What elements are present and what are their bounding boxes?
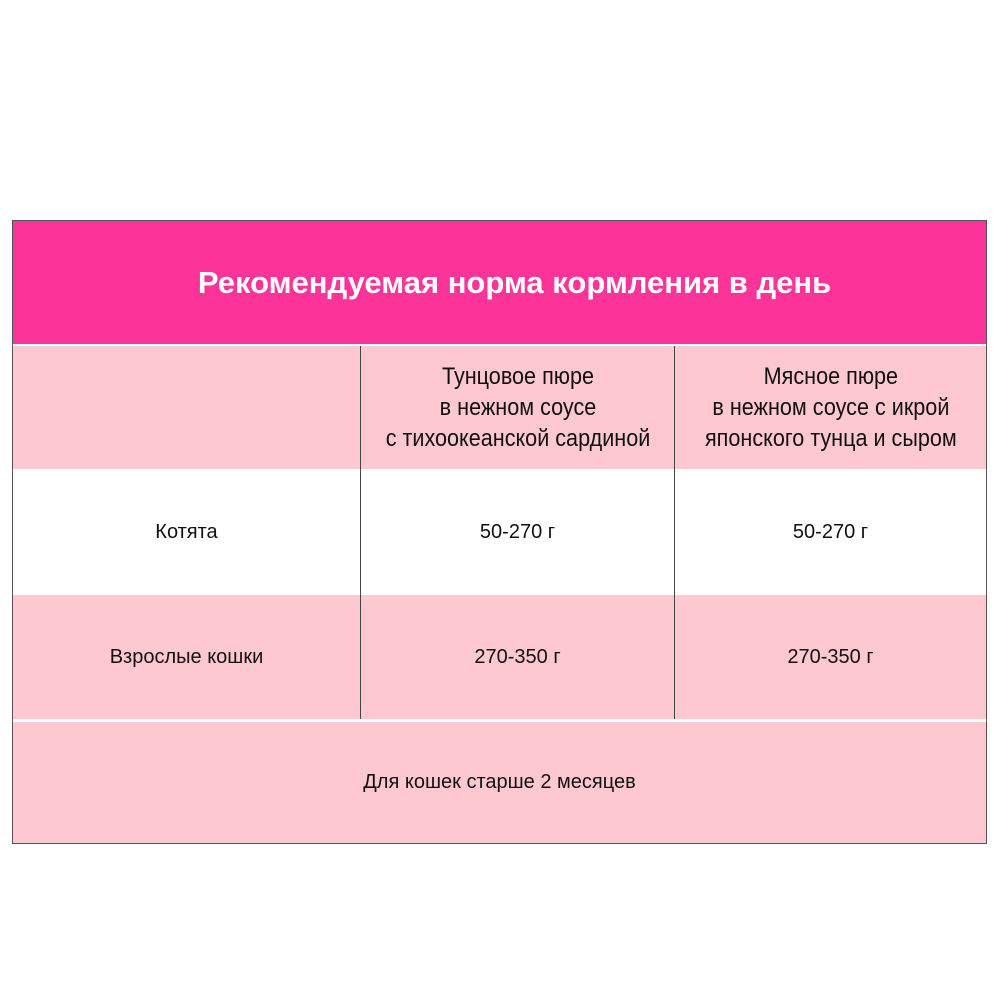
header-line: японского тунца и сыром — [704, 425, 957, 452]
header-empty-cell — [13, 346, 360, 469]
table-cell: 50-270 г — [674, 469, 986, 595]
header-meat-puree: Мясное пюре в нежном соусе с икрой японс… — [674, 346, 986, 469]
footer-note: Для кошек старше 2 месяцев — [13, 720, 986, 843]
table-cell: 270-350 г — [674, 595, 986, 719]
table-cell: 50-270 г — [360, 469, 674, 595]
header-line: Тунцовое пюре — [441, 363, 594, 390]
feeding-table: Рекомендуемая норма кормления в день Тун… — [12, 220, 987, 844]
header-line: Мясное пюре — [763, 363, 898, 390]
table-title: Рекомендуемая норма кормления в день — [13, 221, 986, 344]
header-line: с тихоокеанской сардиной — [385, 425, 650, 452]
row-label: Котята — [155, 520, 218, 543]
header-line: в нежном соусе с икрой — [711, 394, 950, 421]
header-tuna-puree: Тунцовое пюре в нежном соусе с тихоокеан… — [360, 346, 674, 469]
table-row: Взрослые кошки 270-350 г 270-350 г — [13, 595, 986, 719]
table-cell: 270-350 г — [360, 595, 674, 719]
header-row: Тунцовое пюре в нежном соусе с тихоокеан… — [13, 346, 986, 469]
table-row: Котята 50-270 г 50-270 г — [13, 469, 986, 595]
header-line: в нежном соусе — [439, 394, 596, 421]
row-label: Взрослые кошки — [109, 645, 264, 668]
